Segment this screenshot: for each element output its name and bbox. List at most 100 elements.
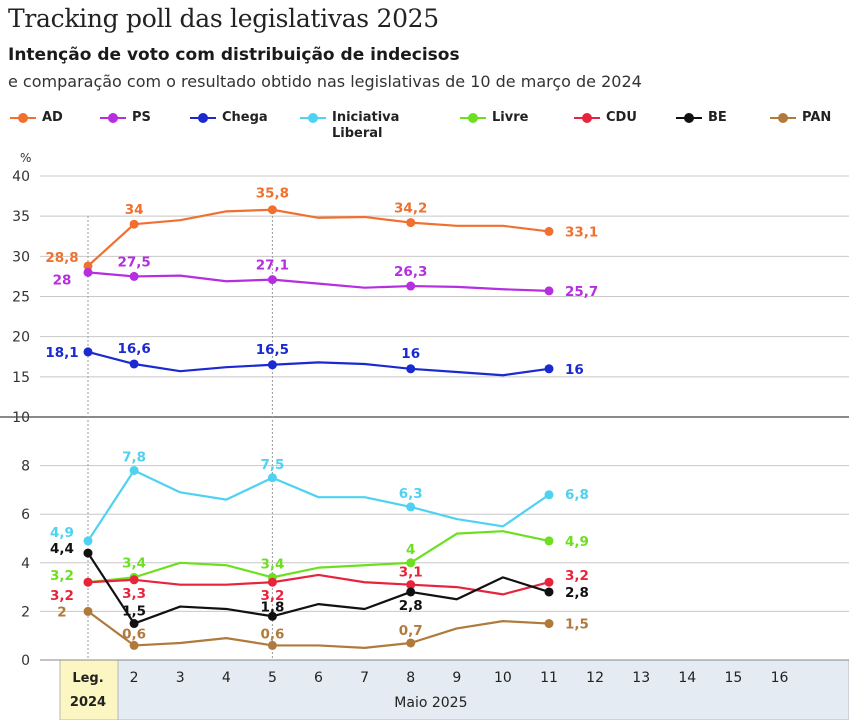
y-tick-label: 25 [12, 290, 30, 306]
legend-item: CDU [574, 110, 637, 126]
y-tick-label: 2 [21, 604, 30, 620]
data-label: 33,1 [565, 224, 598, 240]
legend-item: Iniciativa Liberal [300, 110, 399, 142]
y-tick-label: 35 [12, 209, 30, 225]
series-line [87, 271, 550, 292]
legend-label: CDU [606, 110, 637, 125]
data-label: 16 [401, 346, 420, 362]
data-label: 1,5 [122, 604, 146, 620]
data-label: 34,2 [394, 201, 427, 217]
x-tick-label: 4 [222, 670, 231, 686]
y-tick-label: 6 [21, 507, 30, 523]
data-point [83, 261, 93, 271]
legend-swatch [676, 110, 702, 126]
data-point [267, 611, 277, 621]
data-label: 3,3 [122, 586, 146, 602]
data-label: 16 [565, 362, 584, 378]
legend-swatch [190, 110, 216, 126]
data-point [544, 490, 554, 500]
x-group-label: Maio 2025 [394, 695, 467, 711]
data-label: 7,8 [122, 449, 146, 465]
data-point [406, 502, 416, 512]
data-point [129, 271, 139, 281]
legend-swatch [100, 110, 126, 126]
data-point [83, 548, 93, 558]
data-point [544, 587, 554, 597]
legend-item: Chega [190, 110, 268, 126]
data-label: 2 [57, 604, 66, 620]
data-point [129, 359, 139, 369]
legend-label: Chega [222, 110, 268, 125]
data-label: 1,8 [260, 599, 284, 615]
data-point [406, 587, 416, 597]
legend-item: BE [676, 110, 727, 126]
x-tick-label: 11 [540, 670, 558, 686]
x-tick-label: 13 [632, 670, 650, 686]
data-label: 27,5 [117, 254, 150, 270]
axis-band-leg2024 [59, 659, 119, 720]
data-point [406, 218, 416, 228]
data-point [129, 575, 139, 585]
axis-band-may2025 [117, 659, 849, 720]
legend-swatch [460, 110, 486, 126]
series-line [87, 469, 550, 542]
x-tick-label: 12 [586, 670, 604, 686]
legend-swatch [300, 110, 326, 126]
data-label: 4 [406, 542, 415, 558]
data-label: 6,3 [399, 486, 423, 502]
x-tick-label: 10 [494, 670, 512, 686]
data-label: 3,2 [260, 588, 284, 604]
x-tick-label: 16 [771, 670, 789, 686]
legend-label: PS [132, 110, 151, 125]
data-label: 7,5 [260, 457, 284, 473]
chart-subtitle: Intenção de voto com distribuição de ind… [8, 45, 460, 65]
data-label: 4,4 [50, 541, 74, 557]
data-label: 3,4 [122, 555, 146, 571]
legend-item: Livre [460, 110, 528, 126]
y-tick-label: 8 [21, 459, 30, 475]
data-point [83, 347, 93, 357]
legend-swatch [10, 110, 36, 126]
data-point [267, 640, 277, 650]
data-label: 3,2 [50, 568, 74, 584]
data-label: 25,7 [565, 284, 598, 300]
data-label: 3,2 [50, 588, 74, 604]
data-label: 4,9 [50, 525, 74, 541]
data-point [83, 536, 93, 546]
data-label: 3,1 [399, 565, 423, 581]
legend-label: PAN [802, 110, 832, 125]
data-point [83, 267, 93, 277]
legend-label: BE [708, 110, 727, 125]
data-label: 2,8 [565, 585, 589, 601]
data-point [544, 577, 554, 587]
data-label: 35,8 [256, 186, 289, 202]
data-point [129, 619, 139, 629]
data-label: 0,6 [122, 626, 146, 642]
y-tick-label: 0 [21, 653, 30, 669]
x-tick-label: 7 [360, 670, 369, 686]
data-label: 3,2 [565, 568, 589, 584]
data-point [83, 606, 93, 616]
data-point [267, 577, 277, 587]
series-line [87, 552, 550, 625]
data-point [267, 275, 277, 285]
x-tick-label: 2 [130, 670, 139, 686]
series-line [87, 573, 550, 596]
y-tick-label: 30 [12, 249, 30, 265]
data-point [267, 473, 277, 483]
data-point [129, 640, 139, 650]
data-point [406, 558, 416, 568]
chart-title: Tracking poll das legislativas 2025 [8, 4, 439, 33]
series-line [87, 610, 550, 649]
legend-swatch [574, 110, 600, 126]
x-tick-label: 2024 [70, 695, 106, 710]
data-point [267, 360, 277, 370]
data-point [83, 577, 93, 587]
x-tick-label: 15 [724, 670, 742, 686]
data-point [406, 281, 416, 291]
chart-subtitle-secondary: e comparação com o resultado obtido nas … [8, 72, 642, 91]
y-tick-label: 20 [12, 330, 30, 346]
data-label: 34 [125, 202, 144, 218]
y-axis-unit-label: % [20, 151, 31, 165]
